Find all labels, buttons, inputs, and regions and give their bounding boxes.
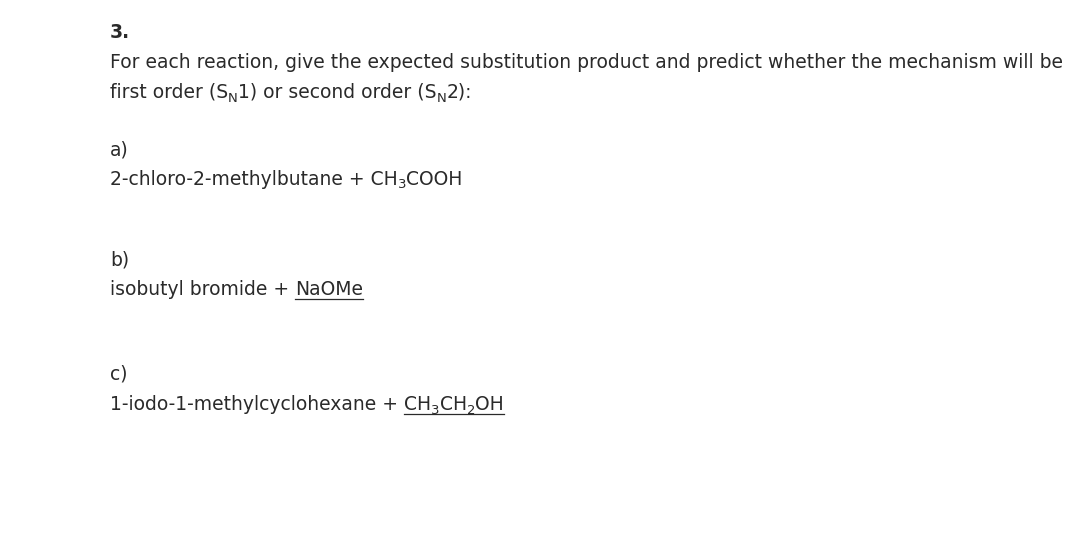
Text: first order (S: first order (S	[110, 83, 228, 102]
Text: N: N	[228, 91, 238, 105]
Text: 1) or second order (S: 1) or second order (S	[238, 83, 436, 102]
Text: 2: 2	[467, 403, 475, 416]
Text: OH: OH	[475, 395, 504, 414]
Text: 3: 3	[397, 179, 406, 192]
Text: CH: CH	[404, 395, 431, 414]
Text: 2-chloro-2-methylbutane + CH: 2-chloro-2-methylbutane + CH	[110, 170, 397, 189]
Text: c): c)	[110, 365, 127, 384]
Text: CH: CH	[440, 395, 467, 414]
Text: NaOMe: NaOMe	[295, 280, 363, 299]
Text: 3.: 3.	[110, 23, 130, 42]
Text: isobutyl bromide +: isobutyl bromide +	[110, 280, 295, 299]
Text: 1-iodo-1-methylcyclohexane +: 1-iodo-1-methylcyclohexane +	[110, 395, 404, 414]
Text: b): b)	[110, 250, 130, 269]
Text: a): a)	[110, 140, 129, 159]
Text: N: N	[436, 91, 446, 105]
Text: 2):: 2):	[446, 83, 472, 102]
Text: COOH: COOH	[406, 170, 462, 189]
Text: 3: 3	[431, 403, 440, 416]
Text: For each reaction, give the expected substitution product and predict whether th: For each reaction, give the expected sub…	[110, 53, 1063, 72]
